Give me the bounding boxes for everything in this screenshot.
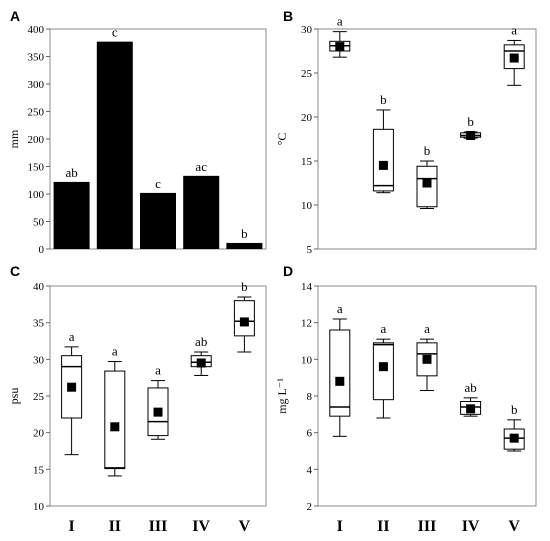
category-label: I <box>68 518 74 535</box>
panel-a-y-tick-label: 50 <box>33 217 45 229</box>
panel-c-y-axis-label: psu <box>7 388 21 405</box>
panel-a-label: A <box>10 8 20 24</box>
panel-a-y-tick-label: 200 <box>28 134 45 146</box>
panel-b-significance-letter: b <box>467 114 474 129</box>
category-label: IV <box>192 518 210 535</box>
panel-a-bar <box>226 242 263 249</box>
panel-a-y-tick-label: 100 <box>28 189 45 201</box>
panel-d-significance-letter: ab <box>464 380 476 395</box>
panel-c-salinity-box-plot: C 10 15 20 25 30 35 40 psu a a a ab b <box>7 263 267 513</box>
panel-c-significance-letter: b <box>241 279 248 294</box>
panel-b-significance-letter: b <box>424 143 431 158</box>
panel-c-mean-marker <box>67 382 77 392</box>
panel-b-mean-marker <box>422 178 432 188</box>
panel-c-mean-marker <box>239 317 249 327</box>
category-axis-labels: I II III IV V I II III IV V <box>68 518 520 535</box>
category-label: III <box>149 518 168 535</box>
panel-b-y-tick-label: 30 <box>301 24 313 36</box>
panel-c-significance-letter: a <box>112 344 118 359</box>
panel-d-mean-marker <box>378 362 388 372</box>
panel-c-mean-marker <box>196 358 206 368</box>
panel-c-significance-letter: ab <box>195 334 207 349</box>
category-label: V <box>239 518 251 535</box>
panel-d-significance-letter: a <box>337 301 343 316</box>
panel-b-significance-letter: a <box>337 14 343 29</box>
panel-b-y-tick-label: 25 <box>301 68 313 80</box>
panel-c-y-tick-label: 15 <box>33 464 45 476</box>
panel-a-bar <box>183 175 220 249</box>
panel-a-significance-letter: ab <box>65 165 77 180</box>
category-label: II <box>109 518 121 535</box>
panel-d-oxygen-box-plot: D 2 4 6 8 10 12 14 mg L⁻¹ a a a ab b <box>275 263 537 513</box>
category-label: II <box>377 518 389 535</box>
panel-a-significance-letter: c <box>155 176 161 191</box>
panel-d-y-tick-label: 4 <box>307 464 313 476</box>
panel-b-mean-marker <box>509 53 519 63</box>
panel-c-mean-marker <box>153 407 163 417</box>
panel-d-mean-marker <box>509 433 519 443</box>
panel-d-mean-marker <box>466 404 476 414</box>
panel-d-y-axis-label: mg L⁻¹ <box>275 378 289 414</box>
panel-c-y-tick-label: 10 <box>33 501 45 513</box>
panel-b-y-axis-label: °C <box>275 133 289 146</box>
panel-d-mean-marker <box>335 376 345 386</box>
panel-d-y-tick-label: 14 <box>301 281 313 293</box>
panel-d-y-tick-label: 8 <box>307 391 313 403</box>
panel-d-y-tick-label: 12 <box>301 318 312 330</box>
category-label: I <box>337 518 343 535</box>
panel-a-y-tick-label: 0 <box>39 244 45 256</box>
panel-a-bar <box>140 192 176 249</box>
panel-d-significance-letter: b <box>511 402 518 417</box>
panel-b-temperature-box-plot: B 5 10 15 20 25 30 °C a b b b a <box>275 8 537 256</box>
panel-c-mean-marker <box>110 422 120 432</box>
panel-b-mean-marker <box>335 42 345 52</box>
panel-d-y-tick-label: 10 <box>301 354 313 366</box>
panel-d-box <box>372 342 394 401</box>
panel-b-plot-frame <box>317 28 537 250</box>
panel-b-label: B <box>283 8 293 24</box>
panel-c-box <box>104 370 126 470</box>
panel-b-mean-marker <box>378 160 388 170</box>
panel-b-significance-letter: a <box>511 22 517 37</box>
panel-b-mean-marker <box>466 130 476 140</box>
panel-b-y-tick-label: 15 <box>301 156 313 168</box>
panel-a-bar <box>96 41 133 250</box>
panel-c-y-tick-label: 35 <box>33 318 45 330</box>
panel-a-y-axis-label: mm <box>7 129 21 148</box>
panel-c-y-tick-label: 20 <box>33 428 45 440</box>
panel-c-significance-letter: a <box>155 363 161 378</box>
category-label: IV <box>462 518 480 535</box>
panel-c-y-tick-label: 30 <box>33 354 45 366</box>
panel-b-significance-letter: b <box>380 92 387 107</box>
panel-a-significance-letter: ac <box>195 159 207 174</box>
panel-b-box <box>372 128 394 192</box>
panel-d-significance-letter: a <box>424 321 430 336</box>
panel-a-significance-letter: b <box>241 226 248 241</box>
panel-b-y-tick-label: 5 <box>307 244 313 256</box>
panel-a-y-tick-label: 350 <box>28 52 45 64</box>
panel-c-y-tick-label: 25 <box>33 391 45 403</box>
panel-d-y-tick-label: 6 <box>307 428 313 440</box>
panel-d-mean-marker <box>422 354 432 364</box>
panel-a-significance-letter: c <box>112 25 118 40</box>
panel-b-y-tick-label: 10 <box>301 200 313 212</box>
panel-b-y-tick-label: 20 <box>301 112 313 124</box>
panel-c-label: C <box>10 263 20 279</box>
panel-d-plot-frame <box>317 285 537 507</box>
panel-d-label: D <box>283 263 293 279</box>
panel-a-y-tick-label: 400 <box>28 24 45 36</box>
panel-d-significance-letter: a <box>381 321 387 336</box>
category-label: III <box>418 518 437 535</box>
category-label: V <box>508 518 520 535</box>
panel-a-y-tick-label: 150 <box>28 162 45 174</box>
panel-a-y-tick-label: 300 <box>28 79 45 91</box>
panel-a-bar <box>53 181 90 249</box>
panel-a-precipitation-bar-chart: A 0 50 100 150 200 250 300 350 400 mm ab c c ac b <box>7 8 267 256</box>
panel-a-y-tick-label: 250 <box>28 107 45 119</box>
panel-d-y-tick-label: 2 <box>307 501 313 513</box>
panel-d-box <box>329 329 351 417</box>
panel-c-y-tick-label: 40 <box>33 281 45 293</box>
panel-c-significance-letter: a <box>69 329 75 344</box>
